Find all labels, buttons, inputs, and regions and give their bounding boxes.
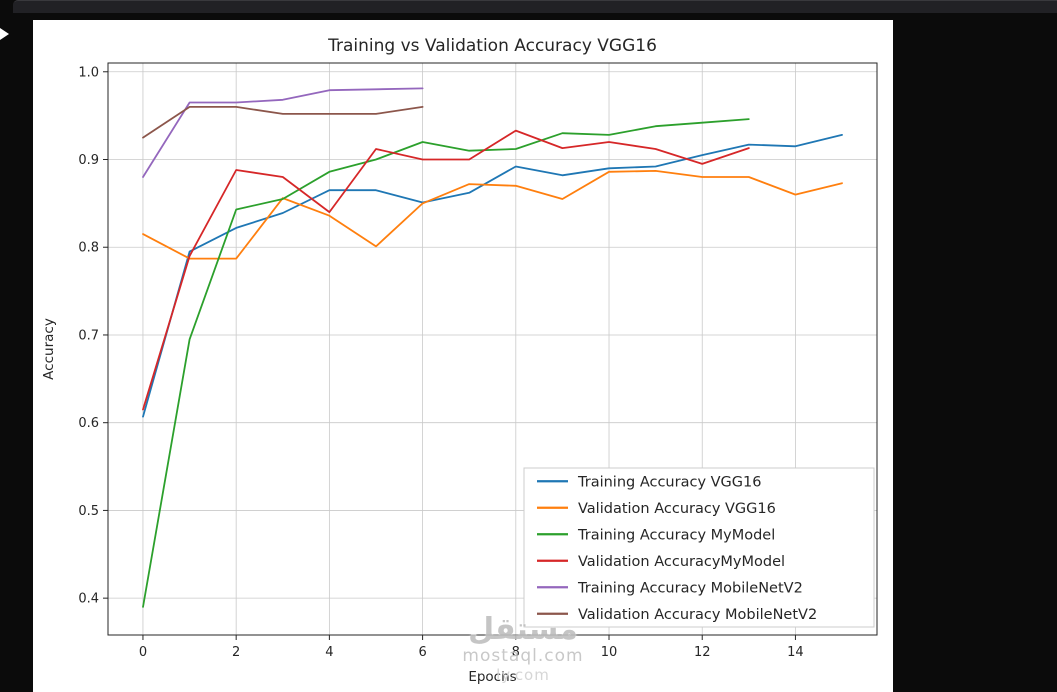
legend-box [523, 467, 875, 628]
y-tick-label: 0.5 [78, 504, 99, 519]
chart-title: Training vs Validation Accuracy VGG16 [327, 36, 657, 56]
plot-border [107, 62, 878, 636]
legend-label: Training Accuracy MobileNetV2 [577, 580, 803, 596]
series-line [142, 106, 424, 139]
figure: 0 2 4 6 8 10 12 14 0.4 0.5 0.6 0.7 0.8 0.9 1.0 Training… [33, 20, 893, 692]
y-axis-label: Accuracy [41, 318, 57, 380]
y-tick-label: 0.7 [78, 328, 99, 343]
x-tick-label: 2 [232, 645, 240, 660]
x-tick-label: 14 [787, 645, 804, 660]
series-line [142, 118, 750, 608]
legend-label: Validation Accuracy MobileNetV2 [578, 607, 817, 623]
x-tick-label: 8 [512, 645, 520, 660]
legend-label: Training Accuracy MyModel [577, 527, 775, 543]
legend-label: Validation Accuracy VGG16 [578, 501, 776, 517]
cursor-icon [0, 28, 9, 40]
y-tick-label: 0.8 [78, 241, 99, 256]
series-line [142, 87, 424, 178]
accuracy-chart: 0 2 4 6 8 10 12 14 0.4 0.5 0.6 0.7 0.8 0.9 1.0 Training… [41, 36, 878, 685]
legend-label: Training Accuracy VGG16 [577, 474, 761, 490]
series-line [142, 129, 750, 411]
y-tick-label: 0.4 [78, 592, 99, 607]
series-line [142, 169, 843, 260]
y-tick-label: 0.6 [78, 416, 99, 431]
top-bar [13, 0, 1057, 13]
x-tick-label: 10 [601, 645, 618, 660]
x-tick-label: 6 [418, 645, 426, 660]
x-tick-label: 0 [139, 645, 147, 660]
y-tick-label: 1.0 [78, 65, 99, 80]
x-tick-label: 4 [325, 645, 333, 660]
x-axis-label: Epochs [468, 669, 516, 685]
series-line [142, 134, 843, 418]
legend-label: Validation AccuracyMyModel [578, 554, 785, 570]
x-tick-label: 12 [694, 645, 711, 660]
y-tick-label: 0.9 [78, 153, 99, 168]
